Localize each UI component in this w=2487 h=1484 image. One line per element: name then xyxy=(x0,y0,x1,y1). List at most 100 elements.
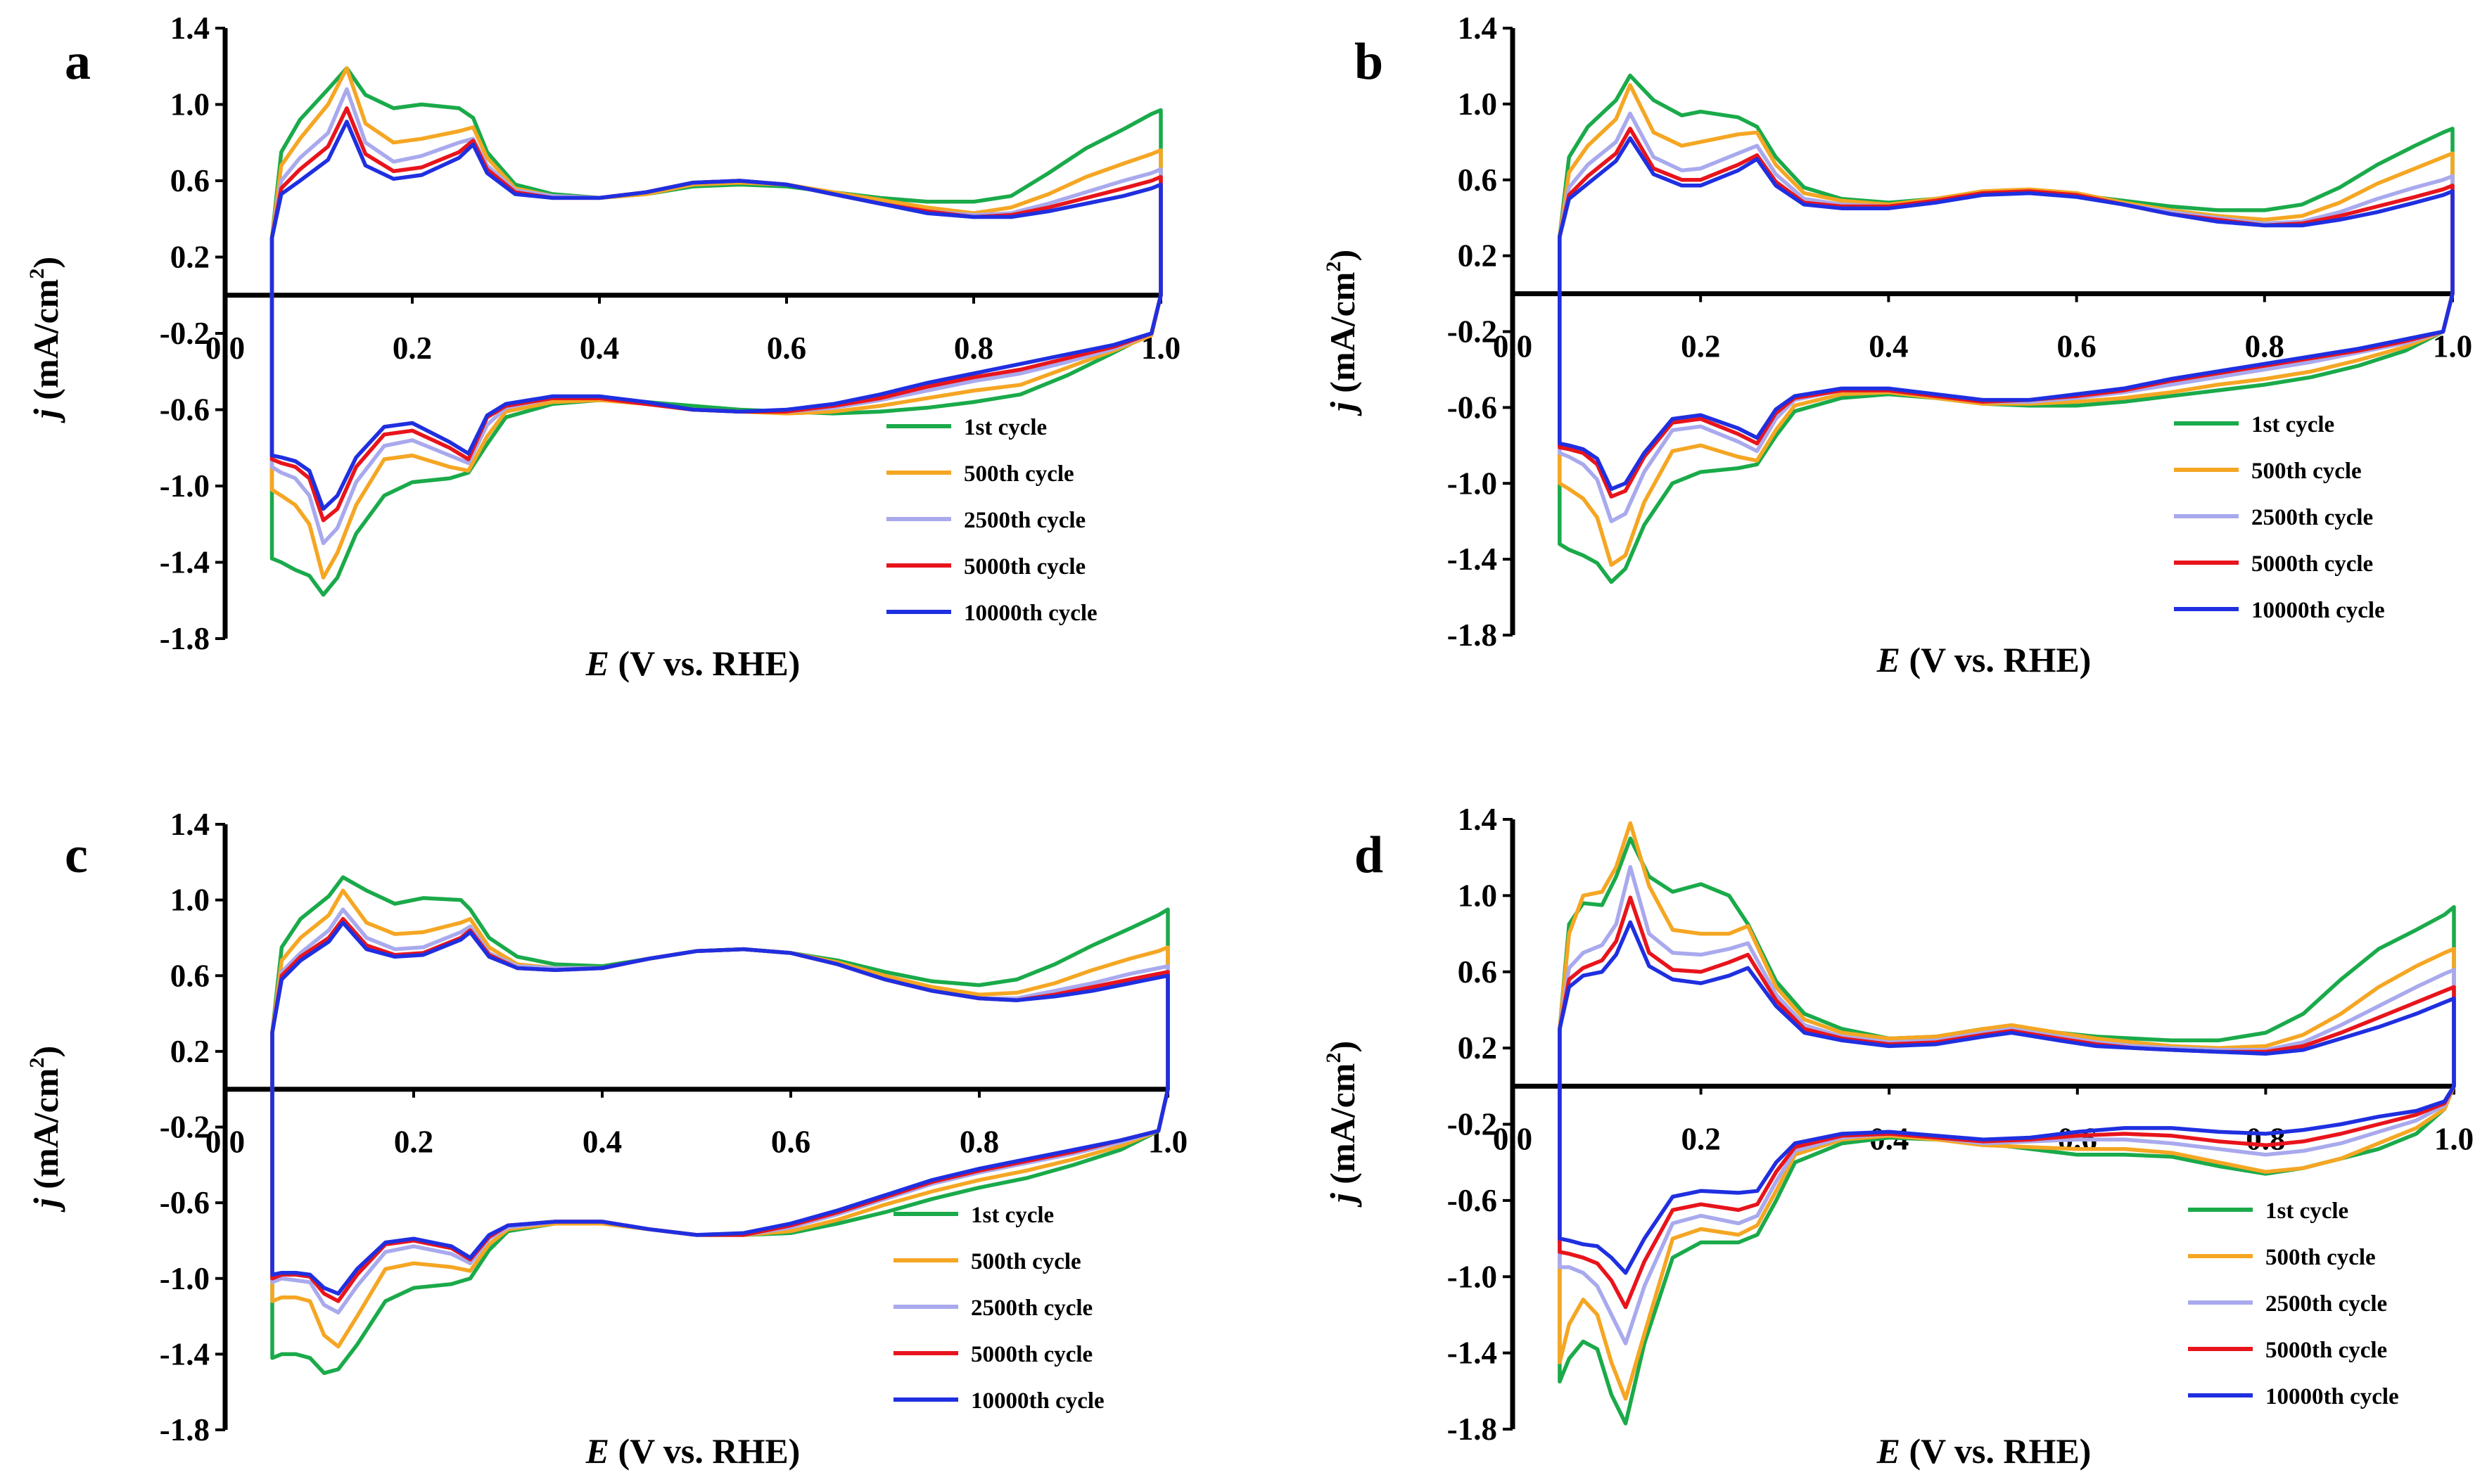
y-tick-label: -1.0 xyxy=(1447,466,1497,501)
panel-c: c 1.4 1.0 0.6 0.2 -0.2 -0.6 -1.0 -1.4 -1.8 0.0 0.2 0… xyxy=(25,807,1188,1471)
y-tick-label: -1.8 xyxy=(1447,618,1497,653)
y-tick-label: 0.6 xyxy=(170,958,210,993)
y-tick-label: 0.2 xyxy=(1458,1030,1497,1066)
legend: 1st cycle 500th cycle 2500th cycle 5000th c… xyxy=(2174,412,2385,623)
panel-letter: b xyxy=(1354,33,1383,91)
x-axis-title: E (V vs. RHE) xyxy=(1876,640,2092,679)
y-tick-label: -0.2 xyxy=(1447,314,1497,350)
y-tick-label: 1.0 xyxy=(170,87,210,122)
y-tick-label: 0.2 xyxy=(170,240,210,275)
legend-label: 5000th cycle xyxy=(2251,551,2373,577)
series-line-2 xyxy=(270,888,1170,1349)
x-tick-label: 0.6 xyxy=(771,1125,810,1160)
x-tick-label: 0.8 xyxy=(2246,1121,2285,1156)
legend-label: 500th cycle xyxy=(2251,459,2362,484)
legend-label: 5000th cycle xyxy=(2265,1338,2387,1363)
y-tick-label: 1.4 xyxy=(170,807,210,842)
x-tick-label: 0.4 xyxy=(583,1125,622,1160)
series-line-3 xyxy=(1558,864,2456,1345)
x-axis-title: E (V vs. RHE) xyxy=(585,644,801,683)
y-axis-title: j (mA/cm2) xyxy=(1322,250,1362,416)
x-tick-label: 0.6 xyxy=(2056,329,2096,364)
x-tick-label: 0.8 xyxy=(960,1125,999,1160)
y-tick-label: -0.2 xyxy=(160,1110,210,1145)
x-axis-title: E (V vs. RHE) xyxy=(585,1431,801,1471)
x-axis-title: E (V vs. RHE) xyxy=(1876,1431,2092,1471)
panel-a: a 1.4 1.0 0.6 0.2 -0.2 -0.6 -1.0 -1.4 -1.8 0.0 0.2 0… xyxy=(25,11,1181,683)
series-line-2 xyxy=(1558,83,2455,567)
legend: 1st cycle 500th cycle 2500th cycle 5000th c… xyxy=(2188,1198,2399,1409)
y-tick-label: 0.6 xyxy=(1458,954,1497,990)
y-tick-label: 0.2 xyxy=(1458,238,1497,274)
series-line-5 xyxy=(270,921,1170,1296)
series-line-4 xyxy=(269,106,1163,523)
y-tick-label: 1.4 xyxy=(1458,11,1497,46)
legend-label: 500th cycle xyxy=(971,1249,1081,1274)
y-tick-label: -0.2 xyxy=(160,316,210,351)
y-tick-label: -0.6 xyxy=(1447,1183,1497,1218)
x-tick-label: 0.2 xyxy=(1681,329,1720,364)
legend-label: 2500th cycle xyxy=(2251,505,2373,530)
x-tick-label: 0.0 xyxy=(205,331,245,366)
y-tick-label: -1.0 xyxy=(1447,1259,1497,1294)
x-tick-label: 0.2 xyxy=(394,1125,433,1160)
legend-label: 2500th cycle xyxy=(2265,1291,2387,1317)
y-tick-label: 0.2 xyxy=(170,1034,210,1069)
x-tick-label: 0.4 xyxy=(1869,329,1908,364)
y-tick-label: 1.4 xyxy=(170,11,210,46)
y-axis-title: j (mA/cm2) xyxy=(1322,1041,1362,1208)
panel-b: b 1.4 1.0 0.6 0.2 -0.2 -0.6 -1.0 -1.4 -1.8 0.0 0.2 0… xyxy=(1322,11,2472,679)
x-tick-label: 0.6 xyxy=(767,331,806,366)
legend-label: 1st cycle xyxy=(2251,412,2334,437)
legend: 1st cycle 500th cycle 2500th cycle 5000th c… xyxy=(893,1203,1105,1414)
x-tick-label: 1.0 xyxy=(1148,1125,1188,1160)
y-axis-title: j (mA/cm2) xyxy=(25,1046,65,1213)
x-tick-label: 0.2 xyxy=(1681,1121,1720,1156)
y-tick-label: -0.6 xyxy=(1447,390,1497,425)
legend-label: 1st cycle xyxy=(2265,1198,2348,1224)
y-tick-label: 0.6 xyxy=(170,163,210,198)
y-tick-label: -1.4 xyxy=(160,545,210,580)
y-tick-label: 1.0 xyxy=(1458,87,1497,122)
legend-label: 10000th cycle xyxy=(964,601,1098,626)
y-tick-label: -0.6 xyxy=(160,1185,210,1220)
y-tick-label: 1.0 xyxy=(170,883,210,918)
x-tick-label: 1.0 xyxy=(2434,1121,2474,1156)
panel-d: d 1.4 1.0 0.6 0.2 -0.2 -0.6 -1.0 -1.4 -1.8 0.0 0.2 0… xyxy=(1322,802,2474,1471)
y-tick-label: -1.4 xyxy=(1447,1336,1497,1371)
y-tick-label: -0.6 xyxy=(160,392,210,428)
y-tick-label: -1.0 xyxy=(160,1261,210,1296)
legend-label: 10000th cycle xyxy=(2251,598,2385,623)
series-line-5 xyxy=(1558,136,2455,492)
legend-label: 500th cycle xyxy=(2265,1245,2376,1270)
y-tick-label: -0.2 xyxy=(1447,1107,1497,1142)
y-tick-label: -1.0 xyxy=(160,468,210,504)
legend-label: 2500th cycle xyxy=(971,1296,1093,1321)
y-tick-label: -1.4 xyxy=(160,1336,210,1371)
legend-label: 1st cycle xyxy=(964,415,1047,440)
y-tick-label: -1.8 xyxy=(160,1412,210,1447)
legend-label: 10000th cycle xyxy=(971,1388,1105,1414)
x-tick-label: 0.4 xyxy=(580,331,619,366)
x-tick-label: 0.8 xyxy=(954,331,993,366)
y-tick-label: 1.4 xyxy=(1458,802,1497,837)
series-line-5 xyxy=(1558,920,2456,1275)
x-tick-label: 0.0 xyxy=(1493,1121,1532,1156)
y-tick-label: 1.0 xyxy=(1458,878,1497,913)
panel-letter: a xyxy=(65,33,91,91)
x-tick-label: 0.0 xyxy=(1493,329,1532,364)
panel-letter: d xyxy=(1354,826,1383,884)
legend-label: 2500th cycle xyxy=(964,508,1086,533)
y-tick-label: 0.6 xyxy=(1458,162,1497,198)
panel-letter: c xyxy=(65,826,88,884)
legend: 1st cycle 500th cycle 2500th cycle 5000th c… xyxy=(886,415,1098,626)
series-line-4 xyxy=(270,916,1170,1303)
y-tick-label: -1.8 xyxy=(160,621,210,656)
y-tick-label: -1.4 xyxy=(1447,542,1497,577)
legend-label: 1st cycle xyxy=(971,1203,1054,1228)
legend-label: 10000th cycle xyxy=(2265,1384,2399,1409)
legend-label: 5000th cycle xyxy=(964,554,1086,580)
y-axis-title: j (mA/cm2) xyxy=(25,257,65,423)
x-tick-label: 0.0 xyxy=(205,1125,245,1160)
